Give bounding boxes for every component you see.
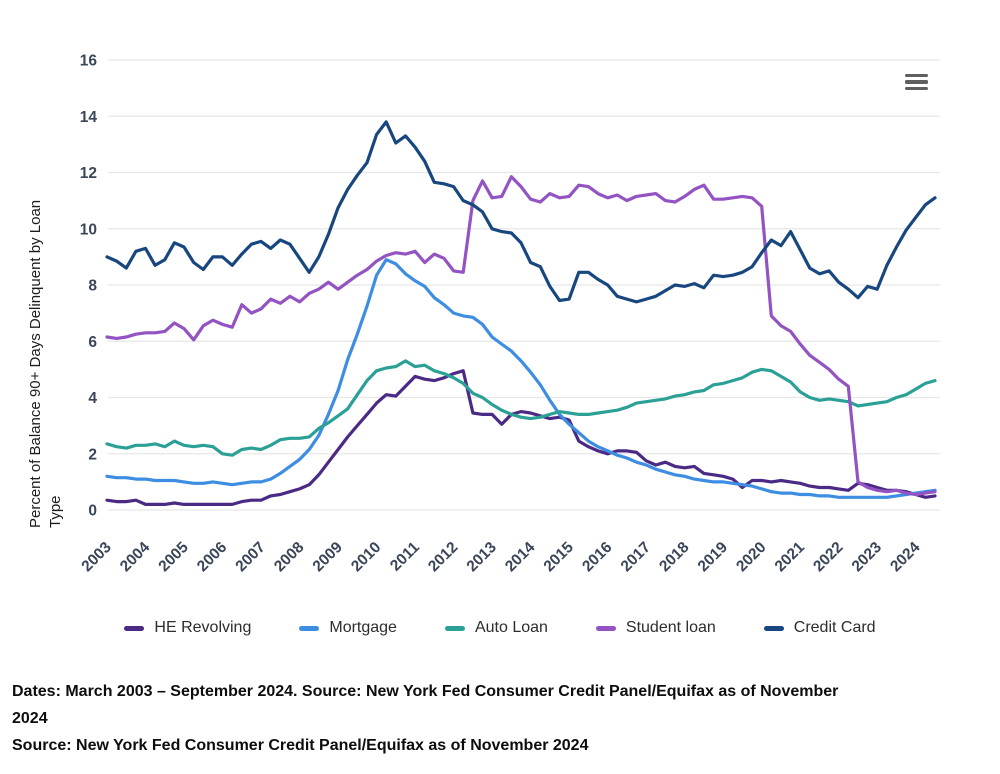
x-tick-label-2006: 2006 [194,539,231,576]
legend-label-he-revolving: HE Revolving [154,619,252,636]
y-tick-label-6: 6 [88,334,97,351]
x-tick-label-2015: 2015 [541,539,578,576]
x-tick-label-2008: 2008 [271,539,308,576]
y-tick-label-12: 12 [80,165,97,182]
y-tick-label-2: 2 [88,446,97,463]
delinquency-line-chart: 0 2 4 6 8 10 12 14 16 2003 2004 2005 2006 2007 2008 200… [78,53,940,576]
chart-menu-button[interactable] [901,70,931,94]
x-tick-label-2021: 2021 [772,539,809,576]
legend-swatch-mortgage [299,625,320,631]
x-tick-label-2017: 2017 [618,539,654,575]
x-tick-label-2004: 2004 [117,539,154,576]
legend-label-credit-card: Credit Card [793,619,876,636]
x-tick-label-2022: 2022 [810,539,846,575]
legend-item-he-revolving[interactable]: HE Revolving [124,619,251,637]
footer-source-line: Source: New York Fed Consumer Credit Pan… [12,737,589,754]
series-line-student-loan [105,175,937,497]
x-tick-label-2014: 2014 [502,539,539,576]
legend-label-student-loan: Student loan [625,619,716,636]
x-tick-label-2009: 2009 [310,539,347,576]
y-axis-title-line2: Type [47,495,64,528]
x-tick-label-2023: 2023 [849,539,886,576]
x-tick-label-2018: 2018 [656,539,693,576]
legend-item-credit-card[interactable]: Credit Card [763,619,876,637]
x-tick-label-2013: 2013 [464,539,501,576]
x-tick-label-2016: 2016 [579,539,616,576]
y-axis-title-line1: Percent of Balance 90+ Days Delinquent b… [27,199,44,528]
footer-dates-line: Dates: March 2003 – September 2024. Sour… [12,683,839,700]
y-tick-label-8: 8 [88,278,97,295]
x-tick-label-2010: 2010 [348,539,384,575]
legend-swatch-credit-card [763,625,784,631]
legend-swatch-student-loan [595,625,616,631]
footer-dates-line-wrap: 2024 [12,710,48,727]
legend-swatch-auto-loan [444,625,465,631]
legend-label-mortgage: Mortgage [329,619,397,636]
x-tick-label-2003: 2003 [78,539,115,576]
legend-item-mortgage[interactable]: Mortgage [299,619,397,637]
x-tick-label-2019: 2019 [695,539,732,576]
x-tick-label-2024: 2024 [887,539,924,576]
x-tick-label-2011: 2011 [387,539,423,575]
y-tick-label-16: 16 [80,53,98,70]
footer-notes: Dates: March 2003 – September 2024. Sour… [0,678,1000,759]
x-tick-label-2007: 2007 [232,539,268,575]
y-tick-label-4: 4 [88,390,97,407]
legend-swatch-he-revolving [124,625,145,631]
plot-area: 0 2 4 6 8 10 12 14 16 2003 2004 2005 2006 2007 2008 200… [26,53,940,576]
series-line-auto-loan [105,359,937,457]
hamburger-icon [904,73,928,91]
legend-item-student-loan[interactable]: Student loan [595,619,716,637]
legend-label-auto-loan: Auto Loan [474,619,548,636]
x-tick-label-2005: 2005 [155,539,192,576]
y-axis-title: Percent of Balance 90+ Days Delinquent b… [26,76,66,528]
y-tick-label-10: 10 [80,221,97,238]
chart-legend: HE Revolving Mortgage Auto Loan Student loa… [0,612,1000,644]
y-tick-label-14: 14 [80,109,98,126]
series-line-credit-card [105,120,937,304]
legend-item-auto-loan[interactable]: Auto Loan [444,619,548,637]
series-line-he-revolving [105,369,937,506]
y-tick-label-0: 0 [88,503,97,520]
series-line-mortgage [105,258,937,499]
x-tick-label-2012: 2012 [425,539,461,575]
x-tick-label-2020: 2020 [733,539,769,575]
